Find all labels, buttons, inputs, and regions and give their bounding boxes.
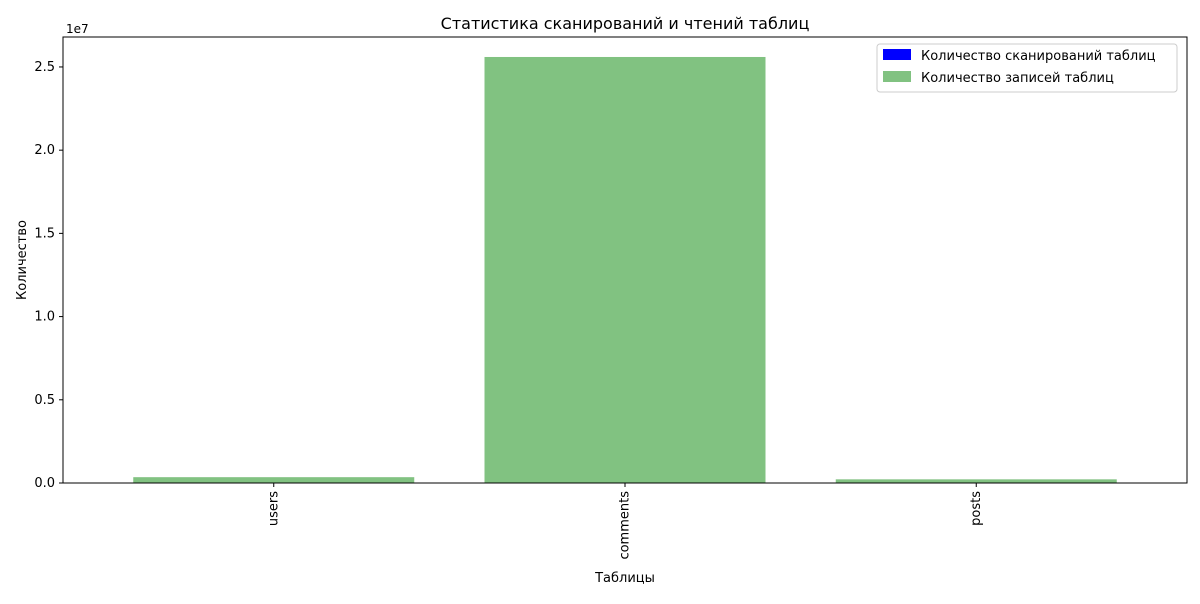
y-tick-label: 2.0: [34, 143, 55, 158]
bar-users-series-1: [133, 477, 415, 483]
legend-swatch-records: [883, 71, 911, 82]
x-tick-label-users: users: [266, 491, 281, 526]
bar-comments-series-1: [484, 56, 766, 483]
legend-frame: [876, 43, 1178, 93]
legend: Количество сканирований таблиц Количеств…: [876, 43, 1178, 93]
legend-swatch-scans: [883, 49, 911, 60]
y-tick-label: 2.5: [34, 60, 55, 75]
y-tick-label: 0.0: [34, 476, 55, 491]
x-axis-label: Таблицы: [594, 571, 655, 586]
y-tick-label: 1.0: [34, 310, 55, 325]
legend-label-scans: Количество сканирований таблиц: [921, 49, 1156, 64]
plot-area: 0.0 0.5 1.0 1.5 2.0 2.5 users comments posts: [34, 36, 1188, 560]
legend-label-records: Количество записей таблиц: [921, 71, 1114, 86]
y-offset-text: 1e7: [66, 22, 89, 36]
y-tick-label: 0.5: [34, 393, 55, 408]
y-tick-label: 1.5: [34, 226, 55, 241]
bar-posts-series-1: [835, 479, 1117, 483]
chart-title: Статистика сканирований и чтений таблиц: [441, 14, 810, 33]
y-axis-label: Количество: [15, 220, 30, 300]
x-tick-label-comments: comments: [618, 491, 633, 560]
x-tick-label-posts: posts: [969, 491, 984, 526]
